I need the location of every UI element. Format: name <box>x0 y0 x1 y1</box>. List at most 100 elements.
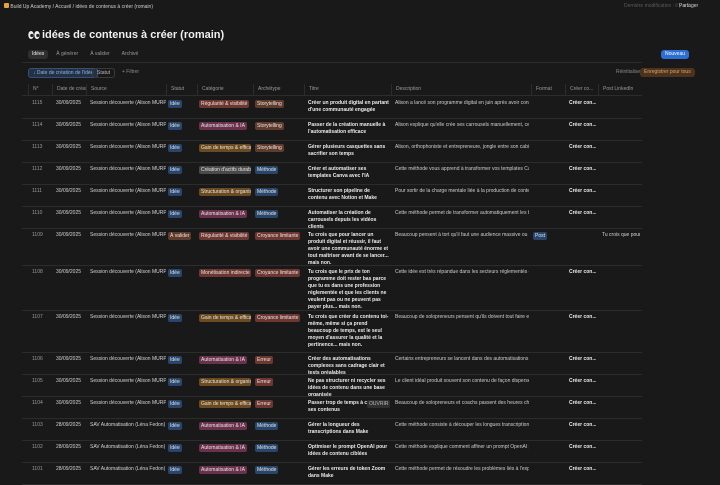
post-cell: Tu crois que pour la <box>602 232 640 238</box>
number-cell: 1107 <box>32 314 43 320</box>
view-tab[interactable]: À générer <box>56 51 79 57</box>
source-text[interactable]: Session découverte (Alison MURPHY) - 2 <box>90 400 166 406</box>
description-cell: Pour sortir de la charge mentale liée à … <box>395 188 529 194</box>
category-tag: Automatisation & IA <box>199 466 247 474</box>
title-cell[interactable]: Automatiser la création de carrousels de… <box>308 210 377 228</box>
create-cell: Créer con... <box>569 356 596 362</box>
description-cell: Alison, orthophoniste et entrepreneure, … <box>395 144 529 150</box>
column-header[interactable]: Date de créati... <box>52 84 86 95</box>
source-text[interactable]: Session découverte (Alison MURPHY) - 2 <box>90 188 166 194</box>
archetype-tag: Storytelling <box>255 122 284 130</box>
description-cell: Cette méthode explique comment affiner u… <box>395 444 529 450</box>
column-header[interactable]: Description <box>391 84 531 95</box>
source-text[interactable]: Session découverte (Alison MURPHY) - 2 <box>90 144 166 150</box>
source-cell: Session découverte (Alison MURPHY) - 2 <box>90 232 166 239</box>
row-border <box>22 353 642 375</box>
source-text[interactable]: SAV Automatisation (Léna Fedon) - 2025/0… <box>90 444 166 450</box>
column-header[interactable]: Format <box>531 84 565 95</box>
sort-label: Date de création de l'idée <box>36 70 94 76</box>
add-filter[interactable]: + Filtrer <box>122 69 140 75</box>
title-cell[interactable]: Tu crois que le prix de ton programme do… <box>308 269 387 310</box>
category-tag: Automatisation & IA <box>199 210 247 218</box>
number-cell: 1105 <box>32 378 43 384</box>
title-cell[interactable]: Créer un produit digital en partant d'un… <box>308 100 389 113</box>
breadcrumb[interactable]: Build Up Academy <box>10 4 52 10</box>
title-cell[interactable]: Passer trop de temps à créer ma ses cont… <box>308 400 386 413</box>
source-text[interactable]: Session découverte (Alison MURPHY) - 2 <box>90 210 166 216</box>
create-cell: Créer con... <box>569 144 596 150</box>
date-cell: 30/09/2025 <box>56 356 82 362</box>
view-tab[interactable]: Archivé <box>121 51 139 57</box>
date-cell: 30/09/2025 <box>56 378 82 384</box>
title-cell[interactable]: Optimiser le prompt OpenAI pour idées de… <box>308 444 388 457</box>
source-text[interactable]: Session découverte (Alison MURPHY) - 2 <box>90 269 166 275</box>
create-cell: Créer con... <box>569 444 596 450</box>
source-text[interactable]: Session découverte (Alison MURPHY) - 2 <box>90 122 166 128</box>
title-cell[interactable]: Créer des automatisations complexes sans… <box>308 356 385 374</box>
column-header[interactable]: Titre <box>304 84 391 95</box>
source-cell: Session découverte (Alison MURPHY) - 2 <box>90 378 166 385</box>
source-text[interactable]: Session découverte (Alison MURPHY) - 2 <box>90 100 166 106</box>
source-text[interactable]: Session découverte (Alison MURPHY) - 2 <box>90 314 166 320</box>
column-header[interactable]: Archétype <box>253 84 304 95</box>
column-header[interactable]: Post LinkedIn <box>598 84 642 95</box>
create-cell: Créer con... <box>569 400 596 406</box>
title-cell[interactable]: Gérer plusieurs casquettes sans sacrifie… <box>308 144 386 157</box>
column-header[interactable]: Statut <box>166 84 197 95</box>
create-cell: Créer con... <box>569 166 596 172</box>
description-cell: Cette méthode permet de résoudre les pro… <box>395 466 529 472</box>
status-tag: Idée <box>168 314 182 322</box>
create-cell: Créer con... <box>569 378 596 384</box>
archetype-tag: Erreur <box>255 378 273 386</box>
status-tag: Idée <box>168 444 182 452</box>
source-text[interactable]: SAV Automatisation (Léna Fedon) - 2025/0… <box>90 422 166 428</box>
status-filter[interactable]: Statut <box>92 68 116 78</box>
breadcrumb[interactable]: Accueil <box>55 4 72 10</box>
source-text[interactable]: Session découverte (Alison MURPHY) - 2 <box>90 378 166 384</box>
number-cell: 1103 <box>32 422 43 428</box>
create-cell: Créer con... <box>569 314 596 320</box>
column-header[interactable]: N° <box>28 84 52 95</box>
status-tag: Idée <box>168 210 182 218</box>
create-cell: Créer con... <box>569 122 596 128</box>
source-text[interactable]: Session découverte (Alison MURPHY) - 2 <box>90 232 166 238</box>
column-header[interactable]: Créer co... <box>565 84 598 95</box>
save-button[interactable]: Enregistrer pour tous <box>640 68 695 77</box>
title-cell[interactable]: Gérer la longueur des transcriptions dan… <box>308 422 369 435</box>
title-cell[interactable]: Tu crois que pour lancer un produit digi… <box>308 232 389 265</box>
category-tag: Création d'actifs durables <box>199 166 251 174</box>
source-cell: Session découverte (Alison MURPHY) - 2 <box>90 314 166 321</box>
share-button[interactable]: Partager <box>679 3 699 9</box>
view-tab[interactable]: À valider <box>90 51 110 57</box>
archetype-tag: Storytelling <box>255 144 284 152</box>
description-cell: Cette idée est très répandue dans les se… <box>395 269 529 275</box>
title-cell[interactable]: Tu crois que créer du contenu toi-même, … <box>308 314 389 348</box>
source-text[interactable]: SAV Automatisation (Léna Fedon) - 2025/0… <box>90 466 166 472</box>
breadcrumb[interactable]: idées de contenus à créer (romain) <box>75 4 153 10</box>
reset-button[interactable]: Réinitialiser <box>616 69 642 75</box>
last-edit: Dernière modification : il y a 2 <box>624 3 690 9</box>
new-button[interactable]: Nouveau <box>661 50 690 59</box>
title-cell[interactable]: Ne pas structurer ni recycler ses idées … <box>308 378 386 396</box>
title-cell[interactable]: Créer et automatiser ses templates Canva… <box>308 166 370 179</box>
title-cell[interactable]: Structurer son pipeline de contenu avec … <box>308 188 377 201</box>
row-border <box>22 419 642 441</box>
date-cell: 30/09/2025 <box>56 400 82 406</box>
view-tab[interactable]: Idées <box>28 50 49 59</box>
column-header[interactable]: Catégorie <box>197 84 253 95</box>
title-cell[interactable]: Gérer les erreurs de token Zoom dans Mak… <box>308 466 386 479</box>
sort-chip[interactable]: ↓ Date de création de l'idée <box>28 68 99 78</box>
open-button[interactable]: OUVRIR <box>367 400 391 408</box>
column-header[interactable]: Source <box>86 84 166 95</box>
number-cell: 1110 <box>32 210 43 216</box>
source-text[interactable]: Session découverte (Alison MURPHY) - 2 <box>90 356 166 362</box>
source-cell: Session découverte (Alison MURPHY) - 2 <box>90 188 166 195</box>
row-border <box>22 185 642 207</box>
row-border <box>22 163 642 185</box>
description-cell: Beaucoup de solopreneurs pensent qu'ils … <box>395 314 529 320</box>
title-cell[interactable]: Passer de la création manuelle à l'autom… <box>308 122 386 135</box>
source-text[interactable]: Session découverte (Alison MURPHY) - 2 <box>90 166 166 172</box>
row-border <box>22 229 642 266</box>
date-cell: 30/09/2025 <box>56 122 82 128</box>
create-cell: Créer con... <box>569 100 596 106</box>
